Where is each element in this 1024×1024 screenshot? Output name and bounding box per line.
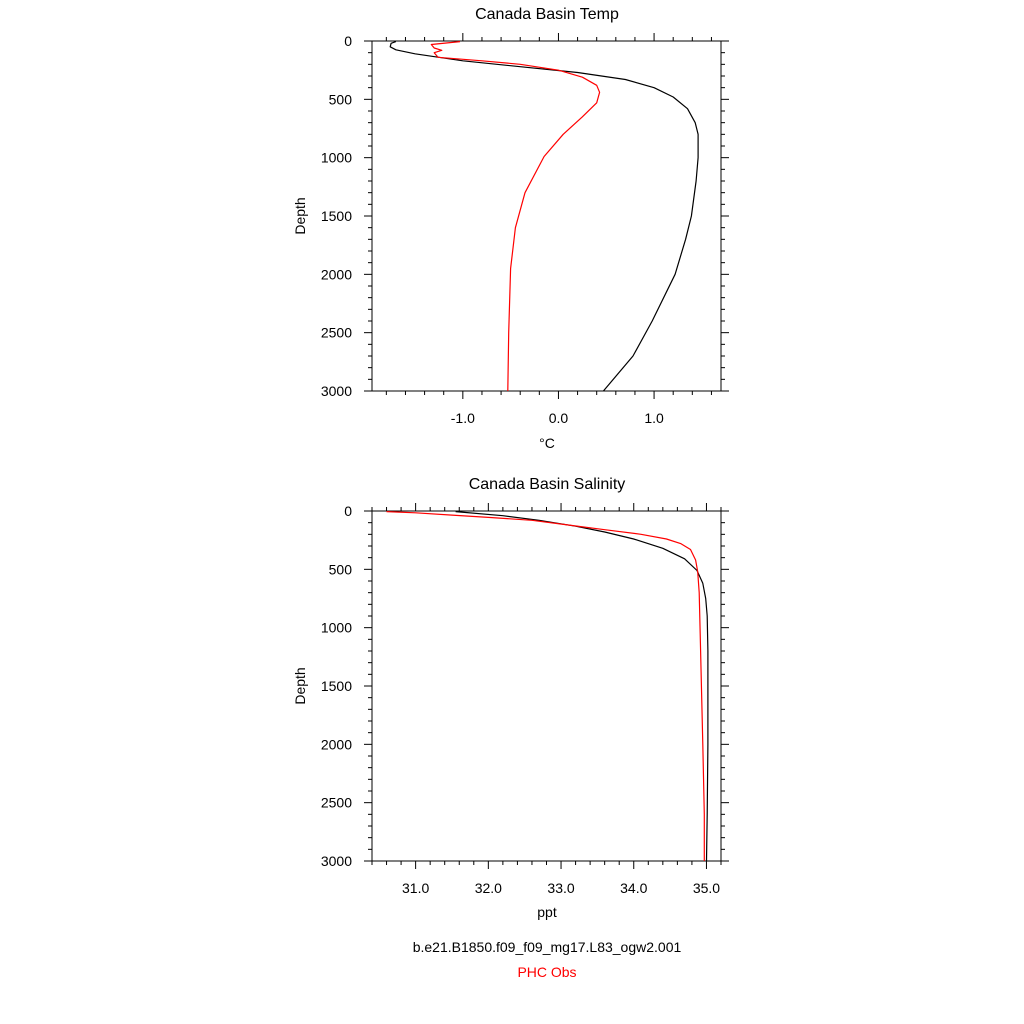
- salinity-y-tick-label: 3000: [321, 853, 352, 869]
- salinity-x-tick-label: 32.0: [475, 880, 502, 896]
- salinity-x-axis-label: ppt: [537, 904, 557, 920]
- salinity-x-tick-label: 35.0: [693, 880, 720, 896]
- salinity-y-tick-label: 2000: [321, 736, 352, 752]
- temp-chart-title: Canada Basin Temp: [475, 6, 619, 23]
- temp-x-tick-label: 0.0: [549, 410, 569, 426]
- salinity-panel: Canada Basin Salinity 0 500 1000 1500 2000 25…: [292, 476, 729, 920]
- temp-y-tick-label: 2500: [321, 325, 352, 341]
- legend: b.e21.B1850.f09_f09_mg17.L83_ogw2.001 PH…: [413, 939, 682, 980]
- salinity-y-tick-label: 2500: [321, 795, 352, 811]
- temp-x-axis-label: °C: [539, 435, 555, 451]
- temp-plot-area: 0 500 1000 1500 2000 2500 3000 -1.0 0.0 1.0: [321, 33, 729, 426]
- salinity-x-tick-label: 33.0: [547, 880, 574, 896]
- salinity-x-tick-label: 34.0: [620, 880, 647, 896]
- salinity-model-line: [455, 511, 709, 862]
- salinity-plot-frame: [371, 510, 722, 862]
- salinity-y-tick-label: 500: [329, 561, 353, 577]
- temp-y-tick-label: 500: [329, 91, 353, 107]
- temp-plot-frame: [371, 40, 722, 392]
- salinity-y-tick-label: 0: [344, 503, 352, 519]
- salinity-y-tick-label: 1000: [321, 620, 352, 636]
- temp-y-tick-label: 2000: [321, 266, 352, 282]
- temp-x-tick-label: 1.0: [644, 410, 664, 426]
- temp-y-tick-label: 1000: [321, 150, 352, 166]
- temp-y-tick-label: 3000: [321, 383, 352, 399]
- legend-obs-label: PHC Obs: [517, 964, 576, 980]
- temp-y-axis-label: Depth: [292, 197, 308, 234]
- salinity-x-tick-label: 31.0: [402, 880, 429, 896]
- legend-model-label: b.e21.B1850.f09_f09_mg17.L83_ogw2.001: [413, 939, 682, 955]
- temp-y-tick-label: 1500: [321, 208, 352, 224]
- salinity-y-tick-label: 1500: [321, 678, 352, 694]
- temp-x-tick-label: -1.0: [451, 410, 475, 426]
- temp-obs-line: [430, 41, 601, 392]
- temp-model-line: [389, 41, 699, 392]
- salinity-obs-line: [386, 511, 705, 861]
- temp-panel: Canada Basin Temp 0 500 1000 1500 2000 2500 30…: [292, 6, 729, 451]
- salinity-chart-title: Canada Basin Salinity: [469, 476, 626, 493]
- temp-y-tick-label: 0: [344, 33, 352, 49]
- salinity-plot-area: 0 500 1000 1500 2000 2500 3000 31.0 32.0 33.0 34.0…: [321, 503, 729, 896]
- salinity-y-axis-label: Depth: [292, 667, 308, 704]
